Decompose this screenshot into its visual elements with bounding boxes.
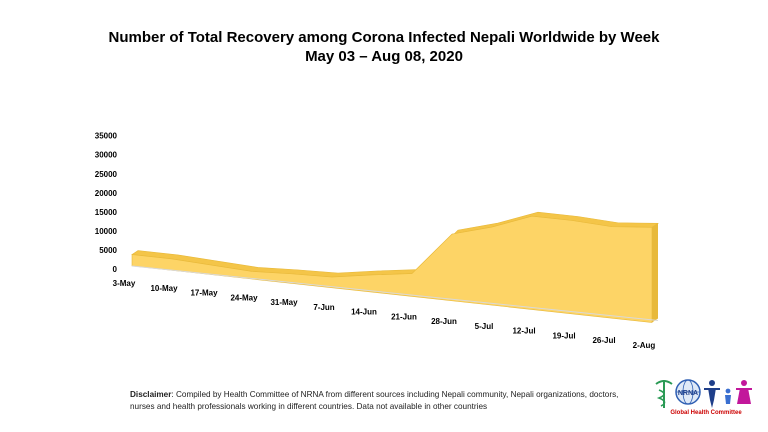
x-tick-label: 14-Jun (351, 308, 377, 317)
disclaimer-text: : Compiled by Health Committee of NRNA f… (130, 390, 619, 411)
x-tick-label: 10-May (150, 284, 178, 293)
chart-title-line1: Number of Total Recovery among Corona In… (108, 29, 660, 46)
x-tick-label: 26-Jul (592, 336, 615, 345)
chart-subtitle: May 03 – Aug 08, 2020 (305, 48, 463, 65)
y-tick-label: 10000 (95, 227, 118, 236)
x-tick-label: 7-Jun (313, 303, 334, 312)
x-tick-label: 31-May (270, 298, 298, 307)
y-tick-label: 35000 (95, 132, 118, 141)
y-tick-label: 20000 (95, 189, 118, 198)
x-tick-label: 19-Jul (552, 331, 575, 340)
floor-edge (131, 265, 659, 322)
chart-title: Number of Total Recovery among Corona In… (0, 28, 768, 66)
disclaimer-label: Disclaimer (130, 390, 172, 399)
health-committee-emblem-icon: NRNA (655, 379, 752, 408)
area-series (131, 215, 653, 323)
y-tick-label: 30000 (95, 151, 118, 160)
y-tick-label: 15000 (95, 208, 118, 217)
y-tick-label: 5000 (99, 246, 117, 255)
x-tick-label: 5-Jul (475, 322, 494, 331)
disclaimer: Disclaimer: Compiled by Health Committee… (130, 389, 630, 413)
area-end-cap (652, 223, 658, 323)
logo-caption: Global Health Committee (670, 410, 742, 416)
logo-emblem-text: NRNA (678, 390, 698, 397)
y-tick-label: 25000 (95, 170, 118, 179)
y-tick-label: 0 (113, 265, 118, 274)
nrna-logo: NRNA Global Health Committee (652, 374, 760, 424)
x-tick-label: 17-May (190, 289, 218, 298)
x-tick-label: 12-Jul (512, 327, 535, 336)
x-tick-label: 28-Jun (431, 317, 457, 326)
x-tick-label: 24-May (230, 293, 258, 302)
x-tick-label: 3-May (113, 279, 136, 288)
x-tick-label: 2-Aug (633, 341, 656, 350)
x-tick-label: 21-Jun (391, 312, 417, 321)
